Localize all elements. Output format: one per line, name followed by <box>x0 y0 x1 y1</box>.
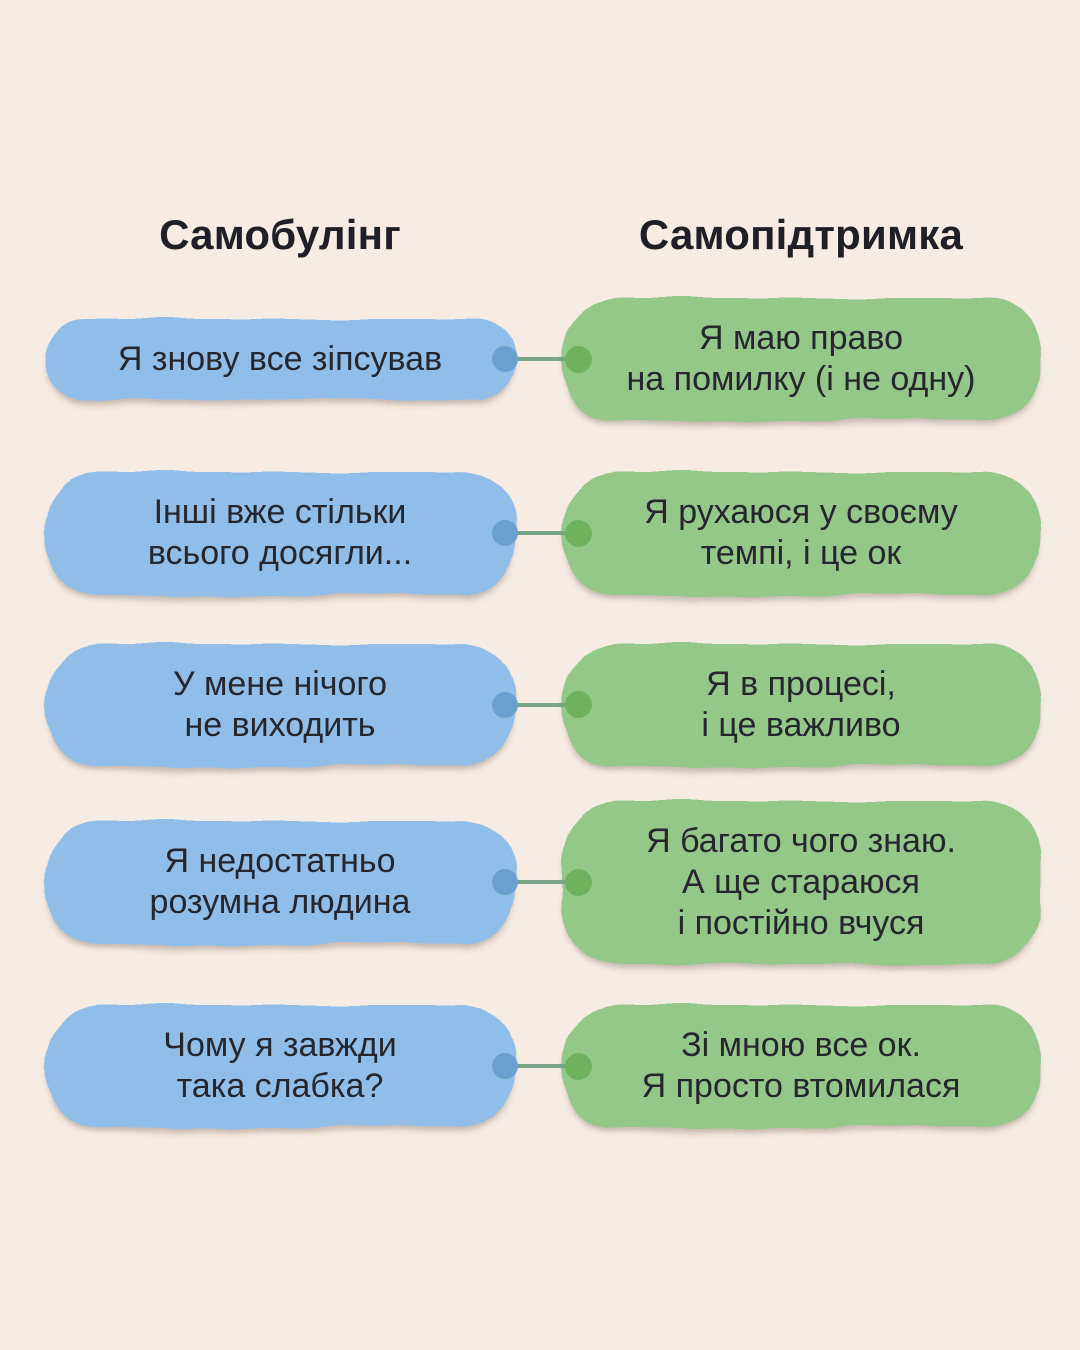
connector <box>492 519 592 547</box>
column-header-self-support: Самопідтримка <box>638 211 964 258</box>
connector <box>492 868 592 896</box>
negative-thought-bubble: Інші вже стільки всього досягли... <box>45 472 515 594</box>
supportive-thought-bubble: Я рухаюся у своєму темпі, і це ок <box>562 472 1040 594</box>
connector <box>492 691 592 719</box>
right-column-header-cell: Самопідтримка <box>562 211 1040 259</box>
negative-thought-bubble: У мене нічого не виходить <box>45 644 515 766</box>
connector-dot-left <box>492 520 518 547</box>
connector-dot-left <box>492 869 518 896</box>
connector-dot-right <box>565 868 592 896</box>
connector-dot-right <box>565 519 592 547</box>
supportive-thought-bubble: Я маю право на помилку (і не одну) <box>562 298 1040 420</box>
connector-dot-right <box>565 1052 592 1080</box>
bubble-row: Я знову все зіпсував Я маю право на поми… <box>0 298 1080 420</box>
connector-dot-left <box>492 346 518 373</box>
connector <box>492 1052 592 1080</box>
bubble-row: Чому я завжди така слабка? Зі мною все о… <box>0 1005 1080 1127</box>
negative-thought-bubble: Чому я завжди така слабка? <box>45 1005 515 1127</box>
connector-line <box>515 357 568 362</box>
negative-thought-bubble: Я недостатньо розумна людина <box>45 821 515 943</box>
connector-dot-right <box>565 345 592 373</box>
bubble-row: У мене нічого не виходить Я в процесі, і… <box>0 644 1080 766</box>
connector <box>492 345 592 373</box>
connector-dot-right <box>565 691 592 719</box>
connector-line <box>515 702 568 707</box>
supportive-thought-bubble: Зі мною все ок. Я просто втомилася <box>562 1005 1040 1127</box>
connector-dot-left <box>492 1053 518 1080</box>
connector-line <box>515 1064 568 1069</box>
connector-line <box>515 880 568 885</box>
left-column-header-cell: Самобулінг <box>45 211 515 259</box>
negative-thought-bubble: Я знову все зіпсував <box>45 319 515 400</box>
bubble-row: Інші вже стільки всього досягли... Я рух… <box>0 472 1080 594</box>
supportive-thought-bubble: Я в процесі, і це важливо <box>562 644 1040 766</box>
column-header-self-bullying: Самобулінг <box>159 211 401 258</box>
bubble-row: Я недостатньо розумна людина Я багато чо… <box>0 801 1080 964</box>
connector-line <box>515 531 568 536</box>
connector-dot-left <box>492 691 518 718</box>
supportive-thought-bubble: Я багато чого знаю. А ще стараюся і пост… <box>562 801 1040 964</box>
column-headers: Самобулінг Самопідтримка <box>0 0 1080 259</box>
